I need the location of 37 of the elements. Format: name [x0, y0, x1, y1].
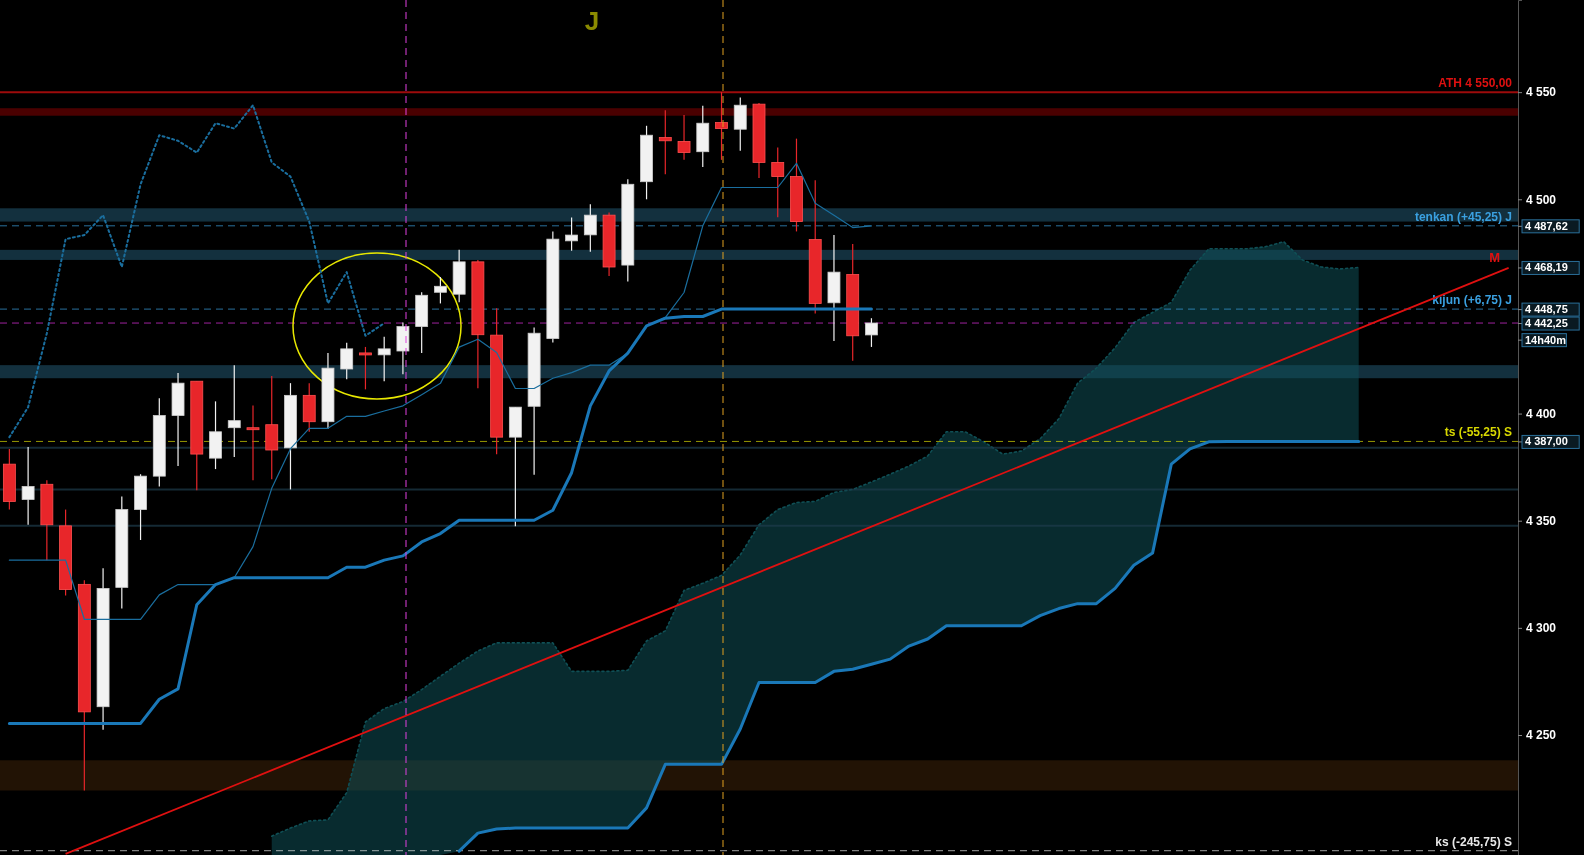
- candlestick: [771, 146, 785, 218]
- line-series: [8, 162, 873, 620]
- ref-line-label: ts (-55,25) S: [1444, 425, 1512, 440]
- chart-title: J: [584, 6, 600, 36]
- candlestick: [565, 216, 578, 252]
- candlestick: [246, 404, 260, 481]
- ref-line-label: ks (-245,75) S: [1435, 834, 1512, 849]
- candlestick: [583, 203, 597, 253]
- y-tick-label: 4 350: [1526, 514, 1557, 529]
- candlestick: [340, 342, 354, 380]
- candlestick: [865, 317, 878, 348]
- candlestick: [227, 364, 241, 458]
- ref-line-label: kijun (+6,75) J: [1432, 293, 1512, 308]
- line-series: [7, 307, 873, 725]
- y-tick-label: 4 550: [1526, 85, 1557, 100]
- y-tick-label: 4 448,75: [1525, 303, 1568, 316]
- series-label: M: [1489, 249, 1501, 265]
- y-tick-label: 4 487,62: [1525, 219, 1568, 232]
- y-tick-label: 4 468,19: [1525, 261, 1568, 274]
- candlestick: [377, 336, 391, 382]
- candlestick: [677, 114, 691, 161]
- y-tick-label: 4 400: [1526, 406, 1557, 421]
- candlestick: [434, 276, 447, 305]
- line-series: [457, 439, 1361, 853]
- candlestick: [21, 446, 35, 526]
- y-tick-label: 4 442,25: [1525, 317, 1568, 330]
- y-tick-label: 4 387,00: [1525, 435, 1568, 448]
- y-tick-label: 14h40m: [1525, 333, 1567, 346]
- line-series: [8, 104, 386, 439]
- y-tick-label: 4 500: [1526, 192, 1557, 207]
- y-tick-label: 4 300: [1526, 621, 1557, 636]
- candlestick: [658, 109, 672, 175]
- y-tick-label: 4 250: [1526, 728, 1557, 743]
- ref-line-label: ATH 4 550,00: [1438, 76, 1513, 91]
- candlestick: [715, 91, 728, 161]
- candlestick: [359, 346, 372, 390]
- ref-line-label: tenkan (+45,25) J: [1414, 209, 1512, 224]
